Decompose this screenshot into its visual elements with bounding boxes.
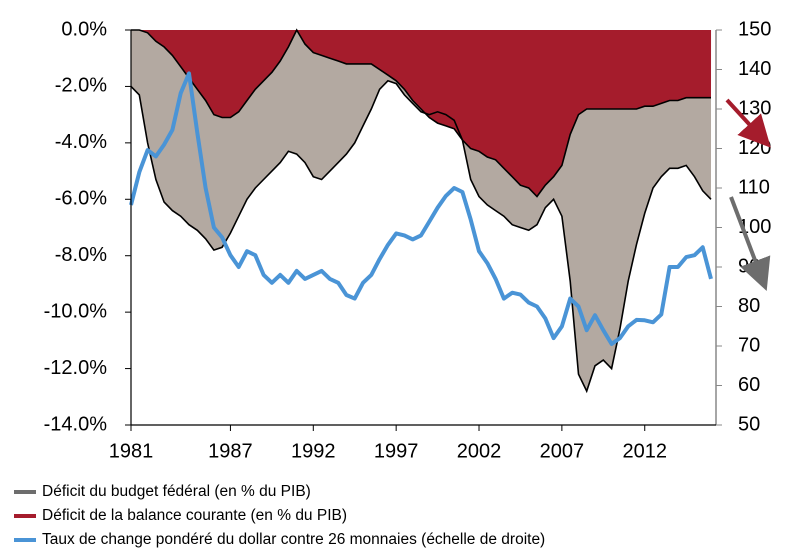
y-tick-label: -4.0% [55,131,107,153]
area-outline [131,28,711,198]
x-tick-label: 1981 [109,440,154,462]
arrow [725,98,771,148]
y2-tick-label: 60 [738,374,760,396]
y-tick-label: -14.0% [44,413,108,435]
y-tick-label: -2.0% [55,75,107,97]
y2-tick-label: 140 [738,58,771,80]
y2-tick-label: 50 [738,413,760,435]
legend-label: Taux de change pondéré du dollar contre … [42,531,545,548]
x-tick-label: 2007 [540,440,585,462]
area-outline [130,79,712,394]
x-tick-label: 1987 [208,440,253,462]
y2-tick-label: 150 [738,18,771,40]
y-tick-label: -10.0% [44,300,108,322]
x-tick-label: 2002 [457,440,502,462]
y-tick-label: 0.0% [61,18,107,40]
x-tick-label: 1992 [291,440,336,462]
y2-tick-label: 110 [738,176,770,198]
legend-label: Déficit de la balance courante (en % du … [42,507,347,524]
legend-label: Déficit du budget fédéral (en % du PIB) [42,483,311,500]
y-tick-label: -8.0% [55,244,107,266]
y2-tick-label: 120 [738,137,771,159]
y2-tick-label: 70 [738,334,760,356]
y-tick-label: -12.0% [44,357,108,379]
area [131,30,712,197]
line [129,71,713,346]
plot-area: 0.0% -2.0% -4.0% -6.0% -8.0% -10.0% -12.0% -14.… [44,18,772,462]
arrow [729,196,771,291]
x-tick-label: 1997 [374,440,419,462]
x-tick-label: 2012 [622,440,667,462]
y2-tick-label: 80 [738,295,760,317]
y-tick-label: -6.0% [55,188,107,210]
